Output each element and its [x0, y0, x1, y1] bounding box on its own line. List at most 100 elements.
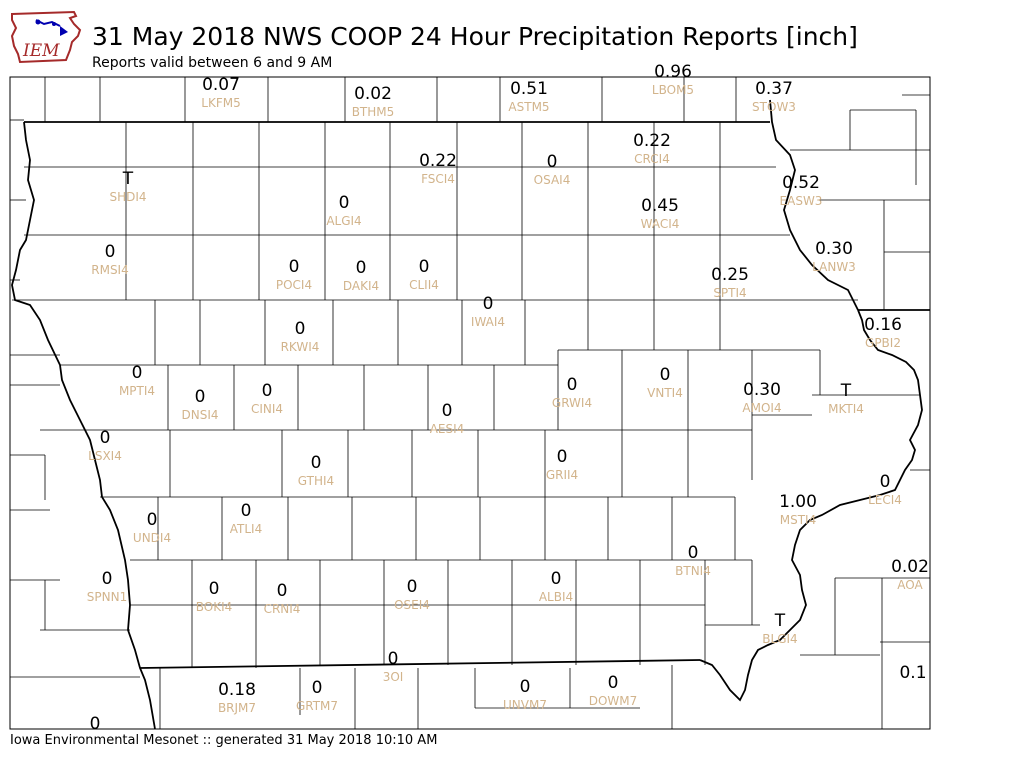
station-value: T: [122, 169, 134, 189]
station-id: OSEI4: [394, 598, 430, 612]
station-value: 0.18: [218, 680, 256, 700]
station-id: UNVM7: [503, 698, 547, 712]
station-id: VNTI4: [647, 386, 683, 400]
station-value: 0: [483, 294, 494, 314]
station-value: 0: [520, 677, 531, 697]
station-id: MKTI4: [828, 402, 864, 416]
station-value: 0: [209, 579, 220, 599]
map-frame: [9, 76, 931, 730]
station-value: 0: [547, 152, 558, 172]
station-value: 0.25: [711, 265, 749, 285]
station-id: AOA: [897, 578, 923, 592]
station-id: IWAI4: [471, 315, 505, 329]
station-value: 0: [339, 193, 350, 213]
station-id: LANW3: [812, 260, 856, 274]
station-id: ALBI4: [539, 590, 573, 604]
station-id: BLGI4: [762, 632, 797, 646]
station-id: BTNI4: [675, 564, 711, 578]
station-value: 0: [312, 678, 323, 698]
station-value: 0: [419, 257, 430, 277]
station-value: 0.02: [891, 557, 929, 577]
station-value: 0.96: [654, 62, 692, 82]
station-value: T: [774, 611, 786, 631]
station-id: AESI4: [430, 422, 465, 436]
station-id: SPNN1: [87, 590, 127, 604]
station-id: LSXI4: [88, 449, 122, 463]
station-id: DAKI4: [343, 279, 379, 293]
station-value: T: [840, 381, 852, 401]
map-footer: Iowa Environmental Mesonet :: generated …: [10, 733, 438, 748]
station-value: 0: [356, 258, 367, 278]
station-id: RMSI4: [91, 263, 128, 277]
station-id: AMOI4: [742, 401, 781, 415]
station-id: ASTM5: [508, 100, 549, 114]
station-value: 0: [567, 375, 578, 395]
station-id: DNSI4: [181, 408, 218, 422]
station-value: 0: [100, 428, 111, 448]
station-id: BRJM7: [218, 701, 256, 715]
station-id: RKWI4: [281, 340, 320, 354]
station-value: 0: [660, 365, 671, 385]
station-value: 0.52: [782, 173, 820, 193]
station-id: CRCI4: [634, 152, 670, 166]
station-value: 0: [289, 257, 300, 277]
station-value: 0: [551, 569, 562, 589]
station-value: 0: [105, 242, 116, 262]
station-value: 0.30: [743, 380, 781, 400]
station-value: 0.22: [633, 131, 671, 151]
iem-logo-text: IEM: [22, 41, 60, 61]
station-id: UNDI4: [133, 531, 171, 545]
station-id: CINI4: [251, 402, 283, 416]
station-id: STOW3: [752, 100, 796, 114]
station-value: 0: [608, 673, 619, 693]
station-value: 0: [241, 501, 252, 521]
map-subtitle: Reports valid between 6 and 9 AM: [92, 55, 333, 71]
station-id: GRTM7: [296, 699, 338, 713]
station-value: 0: [147, 510, 158, 530]
station-id: LECI4: [868, 493, 902, 507]
county-lines: [10, 77, 930, 729]
station-value: 0: [195, 387, 206, 407]
station-id: LKFM5: [201, 96, 240, 110]
station-id: GPBI2: [865, 336, 901, 350]
station-value: 0.07: [202, 75, 240, 95]
station-value: 0.16: [864, 315, 902, 335]
station-value: 0: [688, 543, 699, 563]
station-value: 0: [442, 401, 453, 421]
station-id: OSAI4: [534, 173, 571, 187]
station-id: CRNI4: [264, 602, 301, 616]
station-id: BOKI4: [196, 600, 233, 614]
station-id: GTHI4: [298, 474, 334, 488]
station-id: SHDI4: [109, 190, 146, 204]
station-id: CLII4: [409, 278, 439, 292]
station-value: 0: [557, 447, 568, 467]
station-value: 0: [277, 581, 288, 601]
station-id: POCI4: [276, 278, 312, 292]
station-value: 0: [388, 649, 399, 669]
station-id: EASW3: [780, 194, 823, 208]
station-value: 0: [311, 453, 322, 473]
station-id: DOWM7: [589, 694, 638, 708]
station-value: 0: [132, 363, 143, 383]
station-value: 1.00: [779, 492, 817, 512]
station-id: FSCI4: [421, 172, 455, 186]
station-id: ATLI4: [230, 522, 262, 536]
station-id: MSTI4: [780, 513, 816, 527]
station-id: LBOM5: [652, 83, 694, 97]
station-id: 3OI: [383, 670, 404, 684]
station-id: WACI4: [641, 217, 680, 231]
station-value: 0.1: [899, 663, 926, 683]
station-id: ALGI4: [326, 214, 361, 228]
station-value: 0.45: [641, 196, 679, 216]
station-value: 0.37: [755, 79, 793, 99]
station-value: 0.02: [354, 84, 392, 104]
station-id: GRII4: [546, 468, 578, 482]
station-value: 0: [295, 319, 306, 339]
station-value: 0: [262, 381, 273, 401]
station-id: BTHM5: [352, 105, 395, 119]
station-id: MPTI4: [119, 384, 155, 398]
station-value: 0: [407, 577, 418, 597]
station-value: 0: [90, 714, 101, 734]
